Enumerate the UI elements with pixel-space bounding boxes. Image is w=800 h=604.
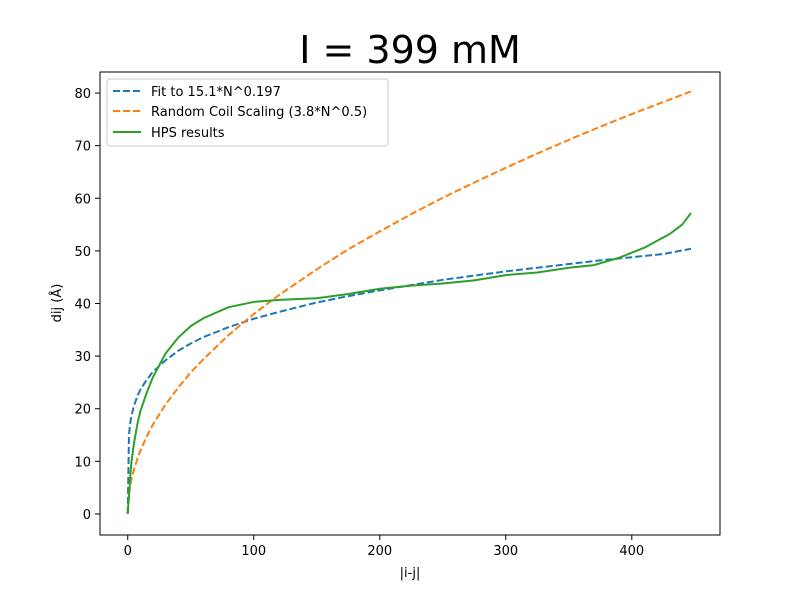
plot-area: 0 100 200 300 400 0 10 20 30 40 50 60 70 80 bbox=[74, 71, 721, 559]
y-tick-label: 10 bbox=[74, 455, 91, 470]
y-tick-label: 40 bbox=[74, 298, 91, 313]
series-line-random-coil bbox=[126, 90, 692, 515]
x-tick-label: 400 bbox=[619, 544, 644, 559]
y-tick-label: 50 bbox=[74, 245, 91, 260]
legend-label-hps: HPS results bbox=[151, 126, 225, 141]
x-axis-label: |i-j| bbox=[400, 566, 421, 581]
chart-title: I = 399 mM bbox=[299, 28, 521, 72]
legend-label-fit: Fit to 15.1*N^0.197 bbox=[151, 85, 281, 100]
y-tick-label: 30 bbox=[74, 350, 91, 365]
y-axis-label: dij (Å) bbox=[49, 284, 65, 323]
series-layer bbox=[126, 90, 692, 515]
legend-box bbox=[106, 78, 389, 147]
x-tick-label: 100 bbox=[241, 544, 266, 559]
x-tick-label: 200 bbox=[367, 544, 392, 559]
y-tick-label: 20 bbox=[74, 403, 91, 418]
series-line-hps bbox=[126, 212, 692, 515]
y-tick-label: 60 bbox=[74, 192, 91, 207]
x-axis-ticks: 0 100 200 300 400 bbox=[124, 535, 644, 559]
y-tick-label: 0 bbox=[83, 508, 91, 523]
legend: Fit to 15.1*N^0.197 Random Coil Scaling … bbox=[106, 78, 389, 147]
y-tick-label: 70 bbox=[74, 140, 91, 155]
x-tick-label: 300 bbox=[493, 544, 518, 559]
y-tick-label: 80 bbox=[74, 87, 91, 102]
series-line-fit bbox=[126, 247, 692, 514]
x-tick-label: 0 bbox=[124, 544, 132, 559]
legend-label-random-coil: Random Coil Scaling (3.8*N^0.5) bbox=[151, 105, 367, 120]
y-axis-ticks: 0 10 20 30 40 50 60 70 80 bbox=[74, 87, 100, 523]
